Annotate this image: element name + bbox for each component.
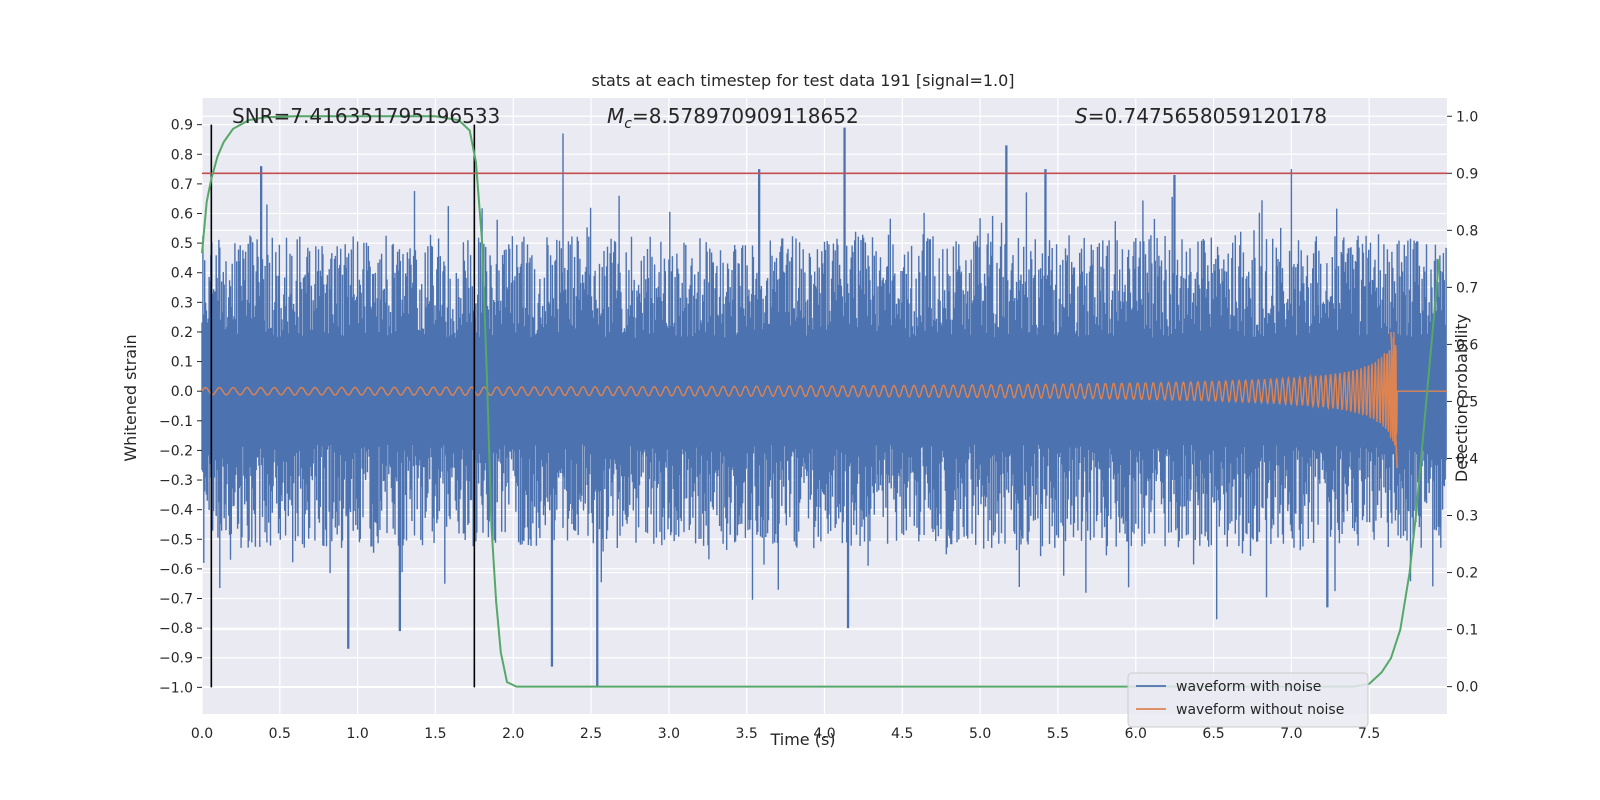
- y-tick-label: 0.0: [171, 384, 193, 400]
- x-tick-label: 5.0: [969, 726, 991, 742]
- y2-tick-label: 0.2: [1456, 566, 1478, 582]
- snr-annotation: SNR=7.416351795196533: [232, 104, 500, 128]
- s-annotation: S=0.7475658059120178: [1075, 104, 1327, 128]
- x-tick-label: 0.0: [191, 726, 213, 742]
- chirp-mass-subscript: c: [624, 116, 632, 132]
- y2-tick-label: 0.8: [1456, 223, 1478, 239]
- y-tick-label: 0.6: [171, 207, 193, 223]
- legend-label-clean: waveform without noise: [1176, 702, 1344, 718]
- x-tick-label: 4.5: [891, 726, 913, 742]
- y-tick-label: −0.8: [159, 621, 193, 637]
- y2-tick-label: 0.9: [1456, 166, 1478, 182]
- y2-tick-label: 0.7: [1456, 280, 1478, 296]
- y-tick-label: −1.0: [159, 680, 193, 696]
- chirp-mass-value: =8.578970909118652: [632, 104, 859, 128]
- x-tick-label: 1.0: [346, 726, 368, 742]
- y-tick-label: 0.3: [171, 295, 193, 311]
- series-detection-probability: [201, 115, 1441, 688]
- y-tick-label: −0.6: [159, 562, 193, 578]
- chirp-mass-annotation: Mc=8.578970909118652: [607, 104, 859, 132]
- x-tick-label: 3.0: [658, 726, 680, 742]
- legend: waveform with noise waveform without noi…: [1127, 672, 1369, 728]
- chart-title: stats at each timestep for test data 191…: [591, 71, 1014, 90]
- chirp-mass-symbol: M: [607, 104, 624, 128]
- x-tick-label: 6.5: [1202, 726, 1224, 742]
- y-tick-label: 0.1: [171, 355, 193, 371]
- x-tick-label: 3.5: [736, 726, 758, 742]
- vertical-markers: [210, 124, 476, 688]
- legend-label-noise: waveform with noise: [1176, 679, 1321, 695]
- x-tick-label: 5.5: [1047, 726, 1069, 742]
- y-tick-label: −0.9: [159, 651, 193, 667]
- y2-tick-label: 1.0: [1456, 109, 1478, 125]
- y-tick-label: −0.7: [159, 592, 193, 608]
- y-tick-label: 0.7: [171, 177, 193, 193]
- legend-box: [1127, 672, 1369, 728]
- x-tick-label: 7.0: [1280, 726, 1302, 742]
- y-tick-label: 0.5: [171, 236, 193, 252]
- y-tick-label: −0.4: [159, 503, 193, 519]
- x-tick-label: 6.0: [1125, 726, 1147, 742]
- y2-tick-label: 0.0: [1456, 680, 1478, 696]
- y-tick-label: −0.2: [159, 443, 193, 459]
- y-tick-label: 0.9: [171, 118, 193, 134]
- s-value: =0.7475658059120178: [1088, 104, 1327, 128]
- merger-peak: [1390, 331, 1398, 469]
- s-symbol: S: [1075, 104, 1088, 128]
- x-tick-label: 7.5: [1358, 726, 1380, 742]
- y2-tick-label: 0.4: [1456, 451, 1478, 467]
- noise-trace: [201, 127, 1447, 688]
- y-tick-label: −0.3: [159, 473, 193, 489]
- y2-tick-label: 0.6: [1456, 337, 1478, 353]
- series-waveform-with-noise: [201, 127, 1447, 688]
- clean-trace: [201, 331, 1447, 446]
- axes: 0.0 0.5 1.0 1.5 2.0 2.5 3.0 3.5 4.0 4.5 5.0 5.5 6.0 6…: [159, 109, 1478, 742]
- x-tick-label: 0.5: [269, 726, 291, 742]
- y-axis-label: Whitened strain: [121, 334, 140, 461]
- x-tick-label: 1.5: [424, 726, 446, 742]
- y-tick-label: 0.2: [171, 325, 193, 341]
- y2-axis-label: Detection probability: [1452, 314, 1471, 482]
- y2-tick-label: 0.3: [1456, 509, 1478, 525]
- x-tick-label: 2.0: [502, 726, 524, 742]
- y-tick-label: −0.5: [159, 532, 193, 548]
- x-tick-label: 2.5: [580, 726, 602, 742]
- probability-line: [201, 115, 1441, 688]
- y-tick-label: 0.4: [171, 266, 193, 282]
- series-waveform-without-noise: [201, 331, 1447, 469]
- x-tick-label: 4.0: [813, 726, 835, 742]
- y2-tick-label: 0.1: [1456, 623, 1478, 639]
- x-axis-label: Time (s): [769, 730, 835, 749]
- y-tick-label: 0.8: [171, 147, 193, 163]
- y-tick-label: −0.1: [159, 414, 193, 430]
- y2-tick-label: 0.5: [1456, 394, 1478, 410]
